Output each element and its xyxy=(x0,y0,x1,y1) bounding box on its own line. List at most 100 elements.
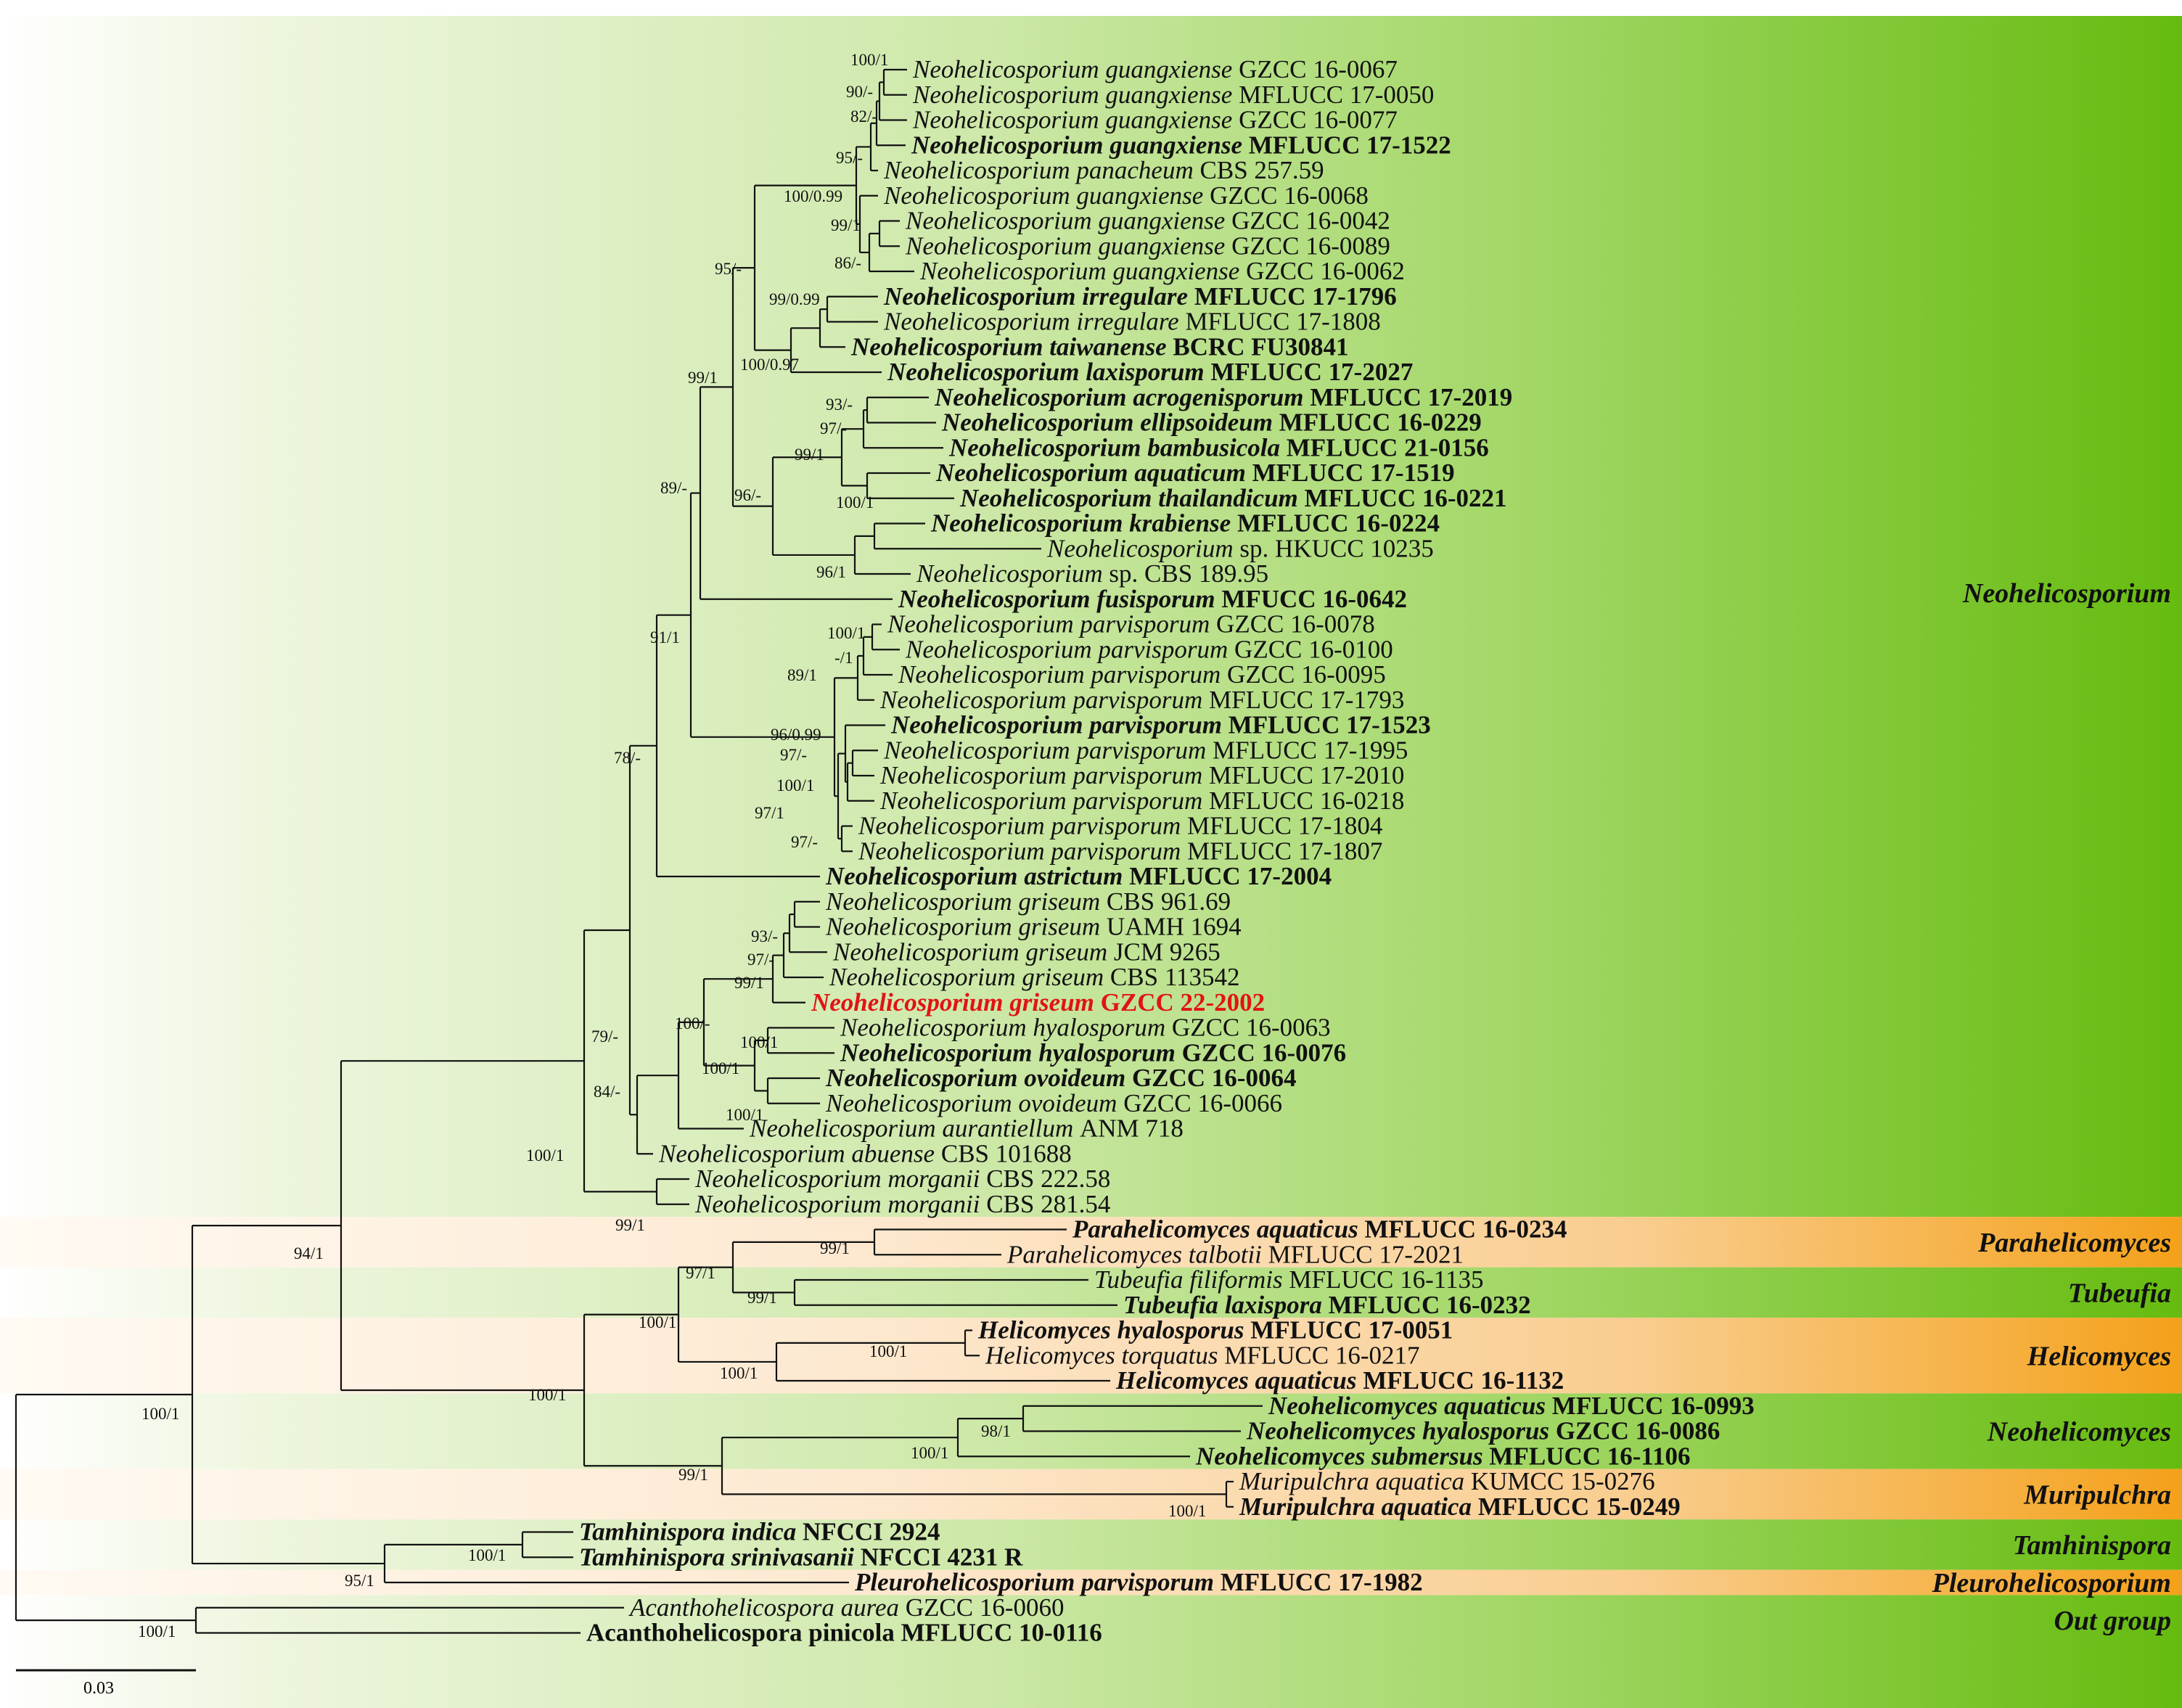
taxon-label: Neohelicosporium ovoideum GZCC 16-0064 xyxy=(825,1064,1296,1092)
taxon-label: Neohelicosporium bambusicola MFLUCC 21-0… xyxy=(948,433,1489,461)
clade-band-neohelicosporium xyxy=(0,16,2182,1218)
taxon-label: Neohelicosporium acrogenisporum MFLUCC 1… xyxy=(934,383,1512,411)
support-value: 97/- xyxy=(747,951,774,969)
taxon-label: Neohelicosporium parvisporum MFLUCC 17-1… xyxy=(858,837,1382,865)
support-value: 97/1 xyxy=(686,1264,715,1282)
scale-bar-label: 0.03 xyxy=(83,1679,114,1698)
taxon-label: Neohelicosporium guangxiense MFLUCC 17-1… xyxy=(911,131,1451,159)
taxon-label: Tamhinispora indica NFCCI 2924 xyxy=(579,1518,940,1546)
taxon-label: Neohelicosporium parvisporum MFLUCC 17-1… xyxy=(890,711,1431,739)
support-value: 93/- xyxy=(826,395,853,414)
support-value: 99/1 xyxy=(831,216,861,234)
taxon-label: Parahelicomyces aquaticus MFLUCC 16-0234 xyxy=(1072,1215,1567,1244)
taxon-label: Neohelicosporium morganii CBS 222.58 xyxy=(694,1165,1110,1193)
taxon-label: Neohelicosporium hyalosporum GZCC 16-006… xyxy=(840,1014,1331,1042)
clade-band-tubeufia xyxy=(0,1267,2182,1318)
support-value: 78/- xyxy=(614,749,641,767)
support-values: 100/1 90/- 82/- 95/- 100/0.99 99/1 86/- 95/- 99/… xyxy=(138,51,1206,1641)
taxon-label: Neohelicosporium griseum CBS 961.69 xyxy=(825,887,1231,916)
support-value: 99/1 xyxy=(688,369,718,387)
taxon-label: Neohelicomyces aquaticus MFLUCC 16-0993 xyxy=(1268,1392,1755,1420)
support-value: 100/1 xyxy=(141,1405,179,1423)
support-value: -/1 xyxy=(834,649,853,667)
clade-label-parahelicomyces: Parahelicomyces xyxy=(1977,1228,2171,1258)
taxon-label: Tubeufia filiformis MFLUCC 16-1135 xyxy=(1094,1265,1483,1294)
taxon-label: Helicomyces hyalosporus MFLUCC 17-0051 xyxy=(977,1316,1453,1344)
taxon-label: Acanthohelicospora pinicola MFLUCC 10-01… xyxy=(586,1619,1102,1647)
clade-band-pleurohelicosporium xyxy=(0,1569,2182,1596)
support-value: 96/- xyxy=(734,486,761,504)
support-value: 100/1 xyxy=(720,1364,758,1382)
taxon-label: Neohelicosporium guangxiense GZCC 16-006… xyxy=(919,257,1405,285)
support-value: 89/1 xyxy=(787,666,817,684)
support-value: 100/1 xyxy=(740,1033,778,1051)
support-value: 100/1 xyxy=(776,776,814,795)
support-value: 99/1 xyxy=(734,974,764,992)
clade-band-parahelicomyces xyxy=(0,1217,2182,1268)
clade-label-tamhinispora: Tamhinispora xyxy=(2013,1530,2171,1561)
support-value: 100/0.97 xyxy=(740,356,799,374)
taxon-label: Neohelicosporium parvisporum MFLUCC 17-1… xyxy=(883,736,1408,764)
taxon-label: Neohelicosporium parvisporum MFLUCC 17-1… xyxy=(879,686,1404,714)
support-value: 99/1 xyxy=(615,1216,645,1234)
taxon-label: Neohelicosporium astrictum MFLUCC 17-200… xyxy=(825,862,1332,890)
support-value: 89/- xyxy=(660,479,687,497)
clade-labels: Neohelicosporium Parahelicomyces Tubeufia H… xyxy=(1932,578,2171,1636)
clade-label-muripulchra: Muripulchra xyxy=(2023,1479,2171,1510)
support-value: 99/1 xyxy=(678,1466,708,1484)
support-value: 100/1 xyxy=(836,493,874,512)
support-value: 95/1 xyxy=(345,1572,374,1590)
clade-label-neohelicosporium: Neohelicosporium xyxy=(1962,578,2171,609)
support-value: 93/- xyxy=(751,927,778,945)
taxon-label: Neohelicosporium hyalosporum GZCC 16-007… xyxy=(840,1038,1346,1067)
support-value: 99/0.99 xyxy=(769,290,820,308)
taxon-label: Muripulchra aquatica KUMCC 15-0276 xyxy=(1239,1467,1655,1495)
taxon-label: Neohelicosporium irregulare MFLUCC 17-18… xyxy=(883,308,1381,336)
support-value: 95/- xyxy=(715,260,742,278)
taxon-label: Tubeufia laxispora MFLUCC 16-0232 xyxy=(1123,1291,1531,1319)
support-value: 97/- xyxy=(780,746,807,764)
support-value: 82/- xyxy=(850,107,877,126)
taxon-label: Neohelicosporium abuense CBS 101688 xyxy=(658,1139,1072,1167)
taxon-label: Neohelicosporium morganii CBS 281.54 xyxy=(694,1190,1110,1218)
support-value: 98/1 xyxy=(981,1422,1011,1440)
taxon-label: Neohelicosporium parvisporum MFLUCC 17-1… xyxy=(858,812,1382,840)
support-value: 86/- xyxy=(834,254,861,272)
taxon-labels: Neohelicosporium guangxiense GZCC 16-006… xyxy=(579,55,1755,1647)
support-value: 94/1 xyxy=(294,1244,324,1262)
support-value: 100/1 xyxy=(526,1146,564,1165)
taxon-label: Neohelicosporium ovoideum GZCC 16-0066 xyxy=(825,1089,1282,1117)
support-value: 79/- xyxy=(591,1027,618,1046)
taxon-label: Acanthohelicospora aurea GZCC 16-0060 xyxy=(628,1593,1065,1622)
support-value: 100/1 xyxy=(850,51,888,69)
taxon-label: Tamhinispora srinivasanii NFCCI 4231 R xyxy=(579,1543,1023,1571)
clade-label-helicomyces: Helicomyces xyxy=(2027,1341,2171,1371)
support-value: 99/1 xyxy=(795,446,824,464)
clade-label-tubeufia: Tubeufia xyxy=(2068,1278,2171,1308)
clade-label-pleurohelicosporium: Pleurohelicosporium xyxy=(1932,1568,2171,1598)
taxon-label: Neohelicosporium laxisporum MFLUCC 17-20… xyxy=(887,358,1413,386)
taxon-label: Neohelicomyces submersus MFLUCC 16-1106 xyxy=(1195,1442,1690,1470)
taxon-label: Helicomyces aquaticus MFLUCC 16-1132 xyxy=(1115,1366,1564,1395)
taxon-label: Neohelicosporium parvisporum MFLUCC 16-0… xyxy=(879,787,1404,815)
support-value: 95/- xyxy=(836,149,863,167)
taxon-label: Helicomyces torquatus MFLUCC 16-0217 xyxy=(985,1341,1420,1369)
support-value: 100/1 xyxy=(138,1622,176,1641)
support-value: 97/- xyxy=(820,419,847,438)
taxon-label: Neohelicosporium guangxiense GZCC 16-004… xyxy=(905,207,1390,235)
support-value: 100/1 xyxy=(726,1106,763,1124)
scale-bar: 0.03 xyxy=(16,1669,196,1698)
support-value: 96/1 xyxy=(816,563,846,581)
taxon-label: Neohelicosporium krabiense MFLUCC 16-022… xyxy=(930,509,1440,538)
taxon-label: Neohelicosporium sp. CBS 189.95 xyxy=(916,559,1268,588)
taxon-label: Neohelicosporium griseum CBS 113542 xyxy=(829,963,1240,991)
tree-branches xyxy=(15,68,1263,1634)
taxon-label: Neohelicosporium guangxiense GZCC 16-008… xyxy=(905,231,1390,260)
taxon-label: Neohelicosporium guangxiense GZCC 16-006… xyxy=(912,55,1398,83)
taxon-label: Neohelicosporium taiwanense BCRC FU30841 xyxy=(850,332,1348,361)
clade-band-out-group xyxy=(0,1595,2182,1708)
clade-label-neohelicomyces: Neohelicomyces xyxy=(1987,1417,2171,1448)
taxon-label: Neohelicosporium parvisporum GZCC 16-010… xyxy=(905,635,1393,663)
taxon-label: Neohelicosporium griseum JCM 9265 xyxy=(832,937,1221,966)
